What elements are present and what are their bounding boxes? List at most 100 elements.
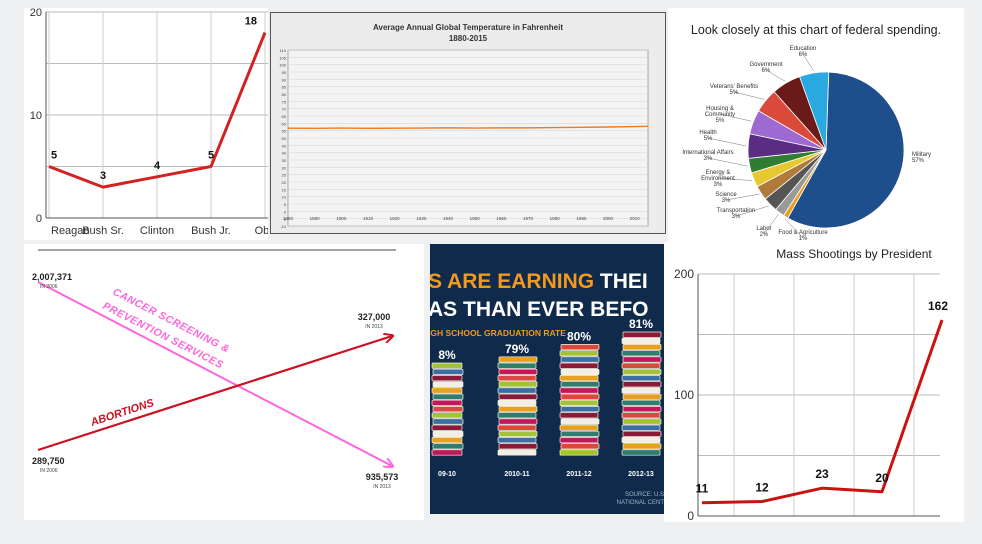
y-tick-label: 70 xyxy=(282,107,287,112)
x-tick-label: 2000 xyxy=(603,216,614,221)
slice-label: Food & Agriculture 1% xyxy=(778,230,828,242)
book-bar-segment xyxy=(498,443,538,450)
data-label: 4 xyxy=(154,160,161,172)
slice-label: Veterans' Benefits 5% xyxy=(710,84,758,96)
graduation-panel: S ARE EARNING THEI AS THAN EVER BEFO IGH S… xyxy=(430,244,664,514)
chart-title: Mass Shootings by President xyxy=(776,247,932,261)
y-tick-label: 0 xyxy=(36,213,42,225)
book-bar-segment xyxy=(622,344,662,351)
value-note: IN 2013 xyxy=(373,484,391,490)
book-bar-segment xyxy=(560,381,600,388)
federal-spending-chart: Look closely at this chart of federal sp… xyxy=(682,23,941,242)
slice-label: Housing & Community 5% xyxy=(705,106,735,124)
pie-slice xyxy=(787,71,905,229)
book-bar-segment xyxy=(559,350,599,357)
data-label: 162 xyxy=(928,299,948,313)
slice-label: International Affairs 3% xyxy=(682,150,733,162)
y-tick-label: 15 xyxy=(282,187,287,192)
slice-label: Science 3% xyxy=(715,192,737,204)
y-tick-label: 20 xyxy=(30,8,42,19)
book-bar-segment xyxy=(431,424,463,431)
value-label: 2,007,371 xyxy=(32,272,72,282)
y-tick-label: 45 xyxy=(282,143,287,148)
chart-title: Average Annual Global Temperature in Fah… xyxy=(373,23,563,32)
x-tick-label: Oba xyxy=(255,225,268,237)
y-tick-label: 200 xyxy=(674,267,694,281)
x-tick-label: 1930 xyxy=(416,216,427,221)
data-label: 3 xyxy=(100,170,106,182)
leader-line xyxy=(719,113,752,122)
book-bar-segment xyxy=(498,368,538,375)
slice-label: Government 6% xyxy=(749,62,782,74)
chart-subtitle: IGH SCHOOL GRADUATION RATE xyxy=(430,328,566,338)
book-bar-segment xyxy=(497,449,537,456)
book-bar-segment xyxy=(622,368,662,375)
slice-label: Education 6% xyxy=(790,46,817,58)
book-bar-segment xyxy=(432,406,464,413)
book-bar-segment xyxy=(431,387,463,394)
series-line xyxy=(37,336,392,452)
book-bar-segment xyxy=(559,412,599,419)
leader-line xyxy=(765,69,786,82)
data-label: 20 xyxy=(875,471,889,485)
book-bar-segment xyxy=(621,437,661,444)
x-tick-label: 2012-13 xyxy=(628,471,654,478)
book-bar-segment xyxy=(497,375,537,382)
book-bar-segment xyxy=(560,344,600,351)
book-bar-segment xyxy=(559,399,599,406)
x-tick-label: Clinton xyxy=(140,225,174,237)
x-tick-label: 1900 xyxy=(336,216,347,221)
y-tick-label: 85 xyxy=(282,85,287,90)
mass-shootings-panel: Mass Shootings by President 0 100 200 11 12 23… xyxy=(664,242,964,522)
book-bar-segment xyxy=(622,443,662,450)
book-bar-segment xyxy=(432,393,464,400)
book-bar-segment xyxy=(560,368,600,375)
x-tick-label: 2010-11 xyxy=(504,471,529,478)
leader-line xyxy=(725,193,760,201)
book-bar-segment xyxy=(431,362,463,369)
y-tick-label: 35 xyxy=(282,158,287,163)
chart-subtitle: 1880-2015 xyxy=(449,34,488,43)
x-tick-label: 1940 xyxy=(443,216,454,221)
book-bar-segment xyxy=(560,406,600,413)
book-bar-segment xyxy=(432,430,464,437)
y-tick-label: 0 xyxy=(284,209,287,214)
book-bar-segment xyxy=(622,393,662,400)
planned-parenthood-chart: CANCER SCREENING &PREVENTION SERVICESABO… xyxy=(32,249,398,490)
x-tick-label: 1980 xyxy=(550,216,561,221)
slice-label: Energy & Environment 3% xyxy=(701,170,735,188)
book-bar-segment xyxy=(560,393,600,400)
slice-label: Health 5% xyxy=(699,130,716,142)
book-bar-segment xyxy=(498,393,538,400)
book-bar-segment xyxy=(498,406,538,413)
book-bar-segment xyxy=(431,399,463,406)
headline-line1: S ARE EARNING THEI xyxy=(430,270,648,293)
x-tick-label: 2010 xyxy=(630,216,641,221)
temperature-chart-panel: Average Annual Global Temperature in Fah… xyxy=(270,12,666,234)
book-bar-segment xyxy=(560,443,600,450)
slice-label: Military 57% xyxy=(912,152,931,164)
series-label: ABORTIONS xyxy=(88,397,156,429)
leader-line xyxy=(763,214,779,235)
y-tick-label: 75 xyxy=(282,99,287,104)
book-bar-segment xyxy=(559,424,599,431)
x-tick-label: 2011-12 xyxy=(566,471,591,478)
y-tick-label: 10 xyxy=(282,195,287,200)
book-bar-segment xyxy=(621,350,661,357)
data-label: 11 xyxy=(696,482,709,496)
book-bar-segment xyxy=(431,437,463,444)
book-bar-segment xyxy=(622,381,662,388)
book-bar-segment xyxy=(622,430,662,437)
temperature-line xyxy=(287,125,649,130)
x-tick-label: Bush Sr. xyxy=(82,225,124,237)
y-tick-label: 100 xyxy=(674,388,694,402)
book-bar-segment xyxy=(498,356,538,363)
x-tick-label: 09-10 xyxy=(438,471,456,478)
book-bar-segment xyxy=(621,424,661,431)
book-bar-segment xyxy=(560,356,600,363)
chart-title: Look closely at this chart of federal sp… xyxy=(691,23,941,37)
book-bar-segment xyxy=(497,387,537,394)
book-bar-segment xyxy=(497,362,537,369)
